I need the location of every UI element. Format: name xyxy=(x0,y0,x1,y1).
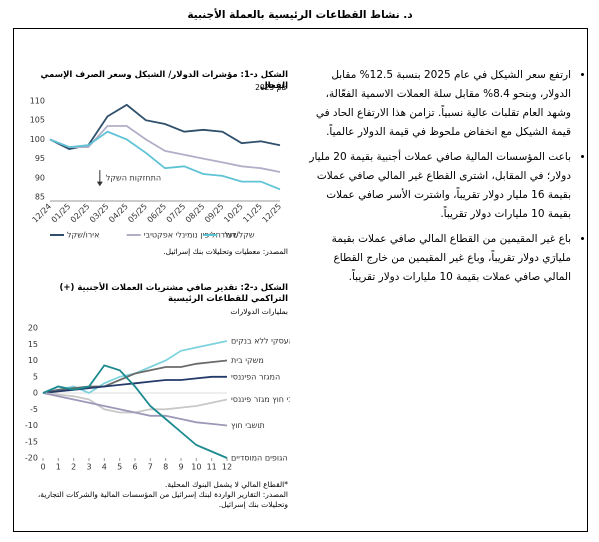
y-tick-label: 0 xyxy=(33,389,38,398)
y-tick-label: 105 xyxy=(30,116,45,125)
x-tick-label: 07/25 xyxy=(165,202,188,225)
y-tick-label: 85 xyxy=(35,193,45,202)
x-tick-label: 04/25 xyxy=(107,202,130,225)
x-tick-label: 08/25 xyxy=(184,202,207,225)
x-tick-label: 06/25 xyxy=(146,202,169,225)
figure-subtitle: بمليارات الدولارات xyxy=(230,307,288,316)
figure-title: الشكل د-1: مؤشرات الدولار/ الشيكل وسعر ا… xyxy=(40,70,288,91)
series-label: תושבי חוץ xyxy=(231,421,265,430)
annotation-arrowhead xyxy=(96,181,103,187)
series-label: המגזר הפיננסי xyxy=(231,372,280,381)
series-label: תושבי חוץ מגזר פיננסי xyxy=(231,395,290,404)
y-tick-label: 20 xyxy=(28,324,38,333)
x-tick-label: 7 xyxy=(148,463,153,472)
section-title: د. نشاط القطاعات الرئيسية بالعملة الأجنب… xyxy=(187,9,413,21)
figure-source: المصدر: معطيات وتحليلات بنك إسرائيل. xyxy=(163,247,288,256)
y-tick-label: 10 xyxy=(28,356,38,365)
x-tick-label: 03/25 xyxy=(88,202,111,225)
chart: 85 90 95 100 105 110 12/2401/2502/2503/2504/25… xyxy=(30,97,284,240)
x-tick-label: 09/25 xyxy=(203,202,226,225)
chart: -20-15-10-5051015200123456789101112המגזר… xyxy=(25,324,290,472)
y-tick-label: 90 xyxy=(35,173,45,182)
series-line xyxy=(42,392,228,414)
bullet: باعت المؤسسات المالية صافي عملات أجنبية … xyxy=(305,148,571,224)
y-tick-label: -10 xyxy=(25,421,38,430)
bullet: ارتفع سعر الشيكل في عام 2025 بنسبة 12.5%… xyxy=(305,66,571,142)
y-tick-label: -15 xyxy=(25,437,38,446)
figure-note: *القطاع المالي لا يشمل البنوك المحلية. xyxy=(165,480,288,489)
x-tick-label: 12 xyxy=(222,463,232,472)
bullet-list: ارتفع سعر الشيكل في عام 2025 بنسبة 12.5%… xyxy=(305,66,585,293)
y-tick-label: -20 xyxy=(25,454,38,463)
x-tick-label: 11 xyxy=(207,463,217,472)
series-line xyxy=(42,392,228,427)
y-tick-label: 95 xyxy=(35,154,45,163)
x-tick-label: 8 xyxy=(163,463,168,472)
bullets: ارتفع سعر الشيكل في عام 2025 بنسبة 12.5%… xyxy=(305,66,585,287)
series-label: משקי בית xyxy=(231,356,264,365)
frame xyxy=(13,28,588,532)
figure-source: المصدر: التقارير الواردة لبنك إسرائيل من… xyxy=(37,490,288,509)
x-tick-label: 10/25 xyxy=(222,202,245,225)
annotation: התחזקות השקל xyxy=(106,173,161,182)
series-line xyxy=(49,103,281,150)
x-tick-label: 5 xyxy=(117,463,122,472)
x-tick-label: 05/25 xyxy=(126,202,149,225)
legend-label: שער חליפין נומינלי אפקטיבי xyxy=(144,231,239,240)
legend-label: שקל/דולר xyxy=(220,231,255,240)
series-line xyxy=(42,359,228,394)
x-tick-label: 9 xyxy=(178,463,183,472)
x-tick-label: 1 xyxy=(56,463,61,472)
series-label: הגופים המוסדיים xyxy=(231,454,288,463)
x-tick-label: 10 xyxy=(191,463,201,472)
x-tick-label: 01/25 xyxy=(50,202,73,225)
legend-label: אירו/שקל xyxy=(67,231,99,240)
figure-subtitle: عام 2025 xyxy=(255,83,288,92)
x-tick-label: 2 xyxy=(71,463,76,472)
x-tick-label: 02/25 xyxy=(69,202,92,225)
x-tick-label: 4 xyxy=(102,463,107,472)
series-line xyxy=(42,375,227,394)
x-tick-label: 6 xyxy=(132,463,137,472)
y-tick-label: 110 xyxy=(30,97,45,106)
bullet: باع غير المقيمين من القطاع المالي صافي ع… xyxy=(305,230,571,287)
y-tick-label: 5 xyxy=(33,372,38,381)
series-line xyxy=(49,125,281,173)
series-label: המגזר העסקי ללא בנקים xyxy=(231,337,290,346)
x-tick-label: 3 xyxy=(86,463,91,472)
y-tick-label: 100 xyxy=(30,135,45,144)
series-line xyxy=(49,130,281,191)
x-tick-label: 12/25 xyxy=(261,202,284,225)
figure-title: الشكل د-2: تقدير صافي مشتريات العملات ال… xyxy=(59,283,288,304)
x-tick-label: 12/24 xyxy=(31,202,54,225)
y-tick-label: 15 xyxy=(28,340,38,349)
x-tick-label: 11/25 xyxy=(241,202,264,225)
x-tick-label: 0 xyxy=(40,463,45,472)
y-tick-label: -5 xyxy=(30,405,38,414)
series-line xyxy=(42,364,228,459)
